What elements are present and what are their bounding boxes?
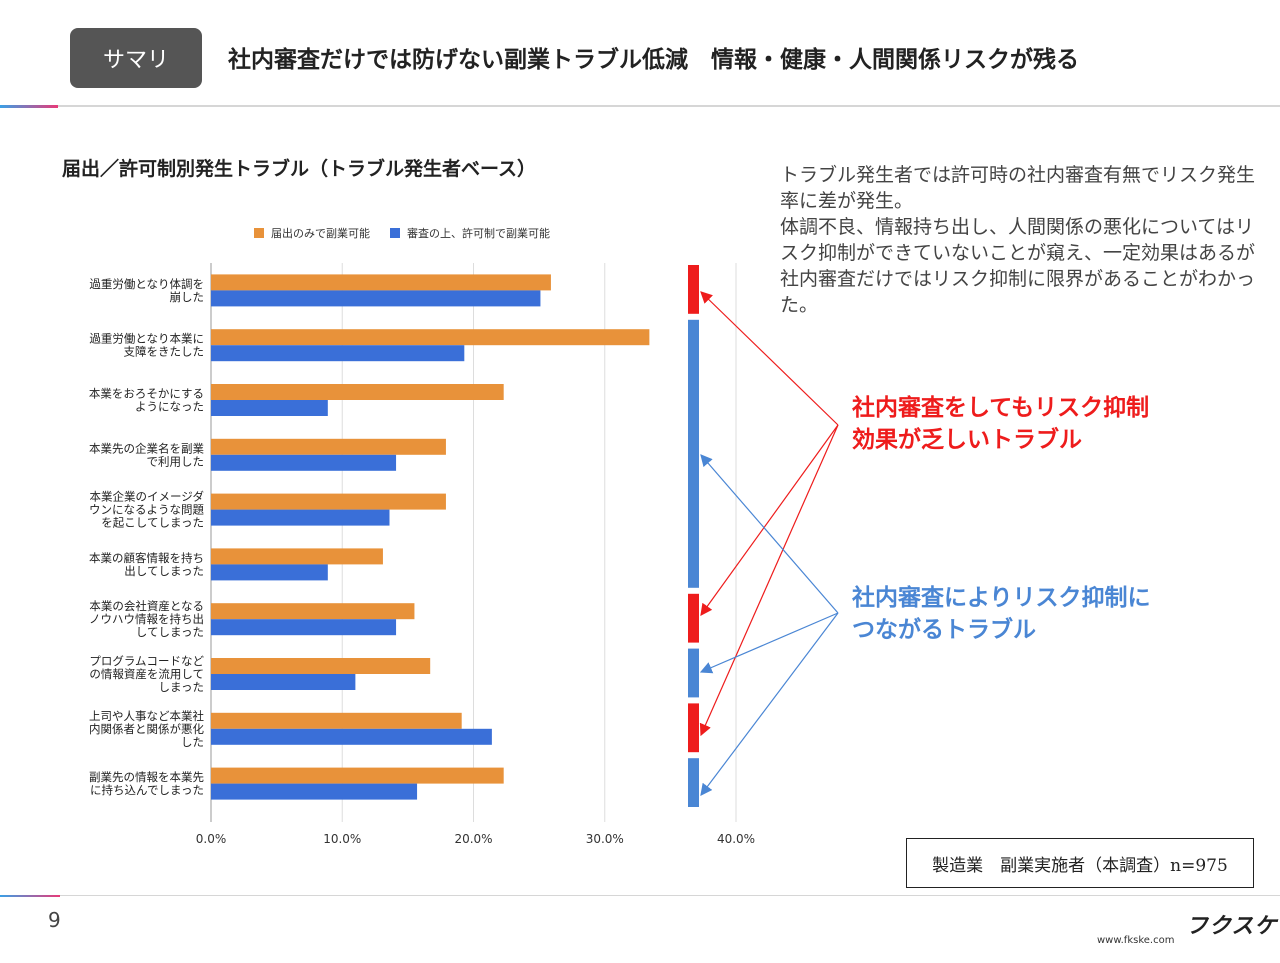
- category-label: に持ち込んでしまった: [90, 783, 204, 797]
- red-group-marker: [688, 593, 699, 643]
- bar-chart: 届出のみで副業可能 審査の上、許可制で副業可能 過重労働となり体調を崩した過重労働…: [89, 226, 755, 846]
- blue-arrows: [699, 454, 839, 796]
- brand-logo: フクスケ: [1186, 914, 1278, 939]
- category-label: 本業の会社資産となる: [89, 599, 204, 613]
- bar-series1: [211, 767, 504, 784]
- callout-red-line: 社内審査をしてもリスク抑制: [852, 394, 1150, 421]
- page-title: 社内審査だけでは防げない副業トラブル低減 情報・健康・人間関係リスクが残る: [228, 46, 1079, 73]
- chart-legend: 届出のみで副業可能 審査の上、許可制で副業可能: [254, 226, 550, 240]
- sample-size-box: 製造業 副業実施者（本調査）n=975: [906, 838, 1254, 888]
- category-label: してしまった: [136, 625, 204, 639]
- category-label: ようになった: [135, 400, 204, 414]
- blue-arrow: [700, 454, 839, 614]
- x-tick-label: 20.0%: [454, 832, 492, 846]
- red-arrow: [700, 291, 839, 426]
- chart-heading: 届出／許可制別発生トラブル（トラブル発生者ベース）: [62, 158, 537, 180]
- footer-divider: [0, 895, 1280, 896]
- bar-series1: [211, 658, 431, 674]
- bar-series2: [211, 290, 541, 307]
- legend-swatch: [390, 228, 400, 238]
- category-label: 過重労働となり本業に: [89, 332, 204, 346]
- bar-series1: [211, 603, 415, 620]
- bar-series2: [211, 564, 328, 581]
- category-label: 過重労働となり体調を: [89, 277, 204, 291]
- blue-arrow: [699, 612, 839, 674]
- bar-series2: [211, 509, 390, 526]
- x-tick-label: 10.0%: [323, 832, 361, 846]
- bar-series2: [211, 400, 328, 416]
- blue-group-marker: [688, 648, 699, 698]
- category-label: 内関係者と関係が悪化: [89, 722, 204, 736]
- callout-ineffective: 社内審査をしてもリスク抑制 効果が乏しいトラブル: [852, 392, 1149, 456]
- category-label: 本業企業のイメージダ: [89, 490, 204, 504]
- bar-series1: [211, 712, 462, 729]
- category-label: 出してしまった: [124, 564, 204, 578]
- bar-series2: [211, 728, 492, 745]
- x-tick-label: 30.0%: [586, 832, 624, 846]
- red-arrow: [700, 424, 839, 616]
- category-label: 副業先の情報を本業先: [89, 770, 204, 784]
- category-label: プログラムコードなど: [89, 654, 204, 668]
- category-label: した: [181, 735, 204, 749]
- bar-series2: [211, 454, 397, 471]
- blue-group-marker: [688, 319, 699, 588]
- bar-series1: [211, 329, 650, 346]
- category-label: ノウハウ情報を持ち出: [89, 612, 204, 626]
- bar-series2: [211, 783, 418, 800]
- page-number: 9: [48, 908, 61, 932]
- callout-blue-line: 社内審査によりリスク抑制に: [852, 584, 1151, 611]
- callout-effective: 社内審査によりリスク抑制に つながるトラブル: [852, 582, 1151, 646]
- header-divider-accent: [0, 105, 58, 108]
- callout-red-line: 効果が乏しいトラブル: [852, 426, 1082, 453]
- category-label: で利用した: [147, 454, 205, 468]
- insight-note: トラブル発生者では許可時の社内審査有無でリスク発生率に差が発生。 体調不良、情報…: [780, 162, 1260, 318]
- category-label: の情報資産を流用して: [89, 667, 204, 681]
- category-label: 本業をおろそかにする: [89, 387, 204, 401]
- category-label: ウンになるような問題: [89, 503, 204, 517]
- red-arrow: [699, 424, 839, 737]
- x-tick-label: 40.0%: [717, 832, 755, 846]
- bar-series1: [211, 274, 551, 291]
- sample-size-text: 製造業 副業実施者（本調査）n=975: [932, 855, 1228, 876]
- bar-series2: [211, 674, 356, 690]
- category-label: 本業の顧客情報を持ち: [89, 551, 204, 565]
- bar-series1: [211, 493, 446, 510]
- legend-label: 届出のみで副業可能: [271, 226, 370, 240]
- arrow-overlay: [699, 291, 839, 796]
- group-markers: [688, 265, 699, 807]
- category-label: しまった: [158, 680, 204, 694]
- legend-label: 審査の上、許可制で副業可能: [407, 226, 550, 240]
- category-label: 支障をきたした: [124, 345, 205, 359]
- blue-group-marker: [688, 758, 699, 807]
- bar-series2: [211, 619, 397, 636]
- x-tick-labels: 0.0% 10.0% 20.0% 30.0% 40.0%: [196, 832, 755, 846]
- category-label: 本業先の企業名を副業: [89, 441, 204, 455]
- site-url: www.fkske.com: [1097, 935, 1175, 946]
- header-divider: [0, 105, 1280, 107]
- category-label: 上司や人事など本業社: [89, 709, 204, 723]
- category-label: を起こしてしまった: [101, 516, 204, 530]
- callout-blue-line: つながるトラブル: [852, 616, 1036, 643]
- footer-divider-accent: [0, 895, 60, 897]
- legend-swatch: [254, 228, 264, 238]
- red-arrows: [699, 291, 839, 737]
- blue-arrow: [700, 612, 839, 796]
- x-tick-label: 0.0%: [196, 832, 227, 846]
- insight-text: トラブル発生者では許可時の社内審査有無でリスク発生率に差が発生。 体調不良、情報…: [780, 164, 1256, 316]
- bar-series1: [211, 438, 446, 455]
- bar-series2: [211, 345, 465, 362]
- red-group-marker: [688, 703, 699, 753]
- bar-series1: [211, 384, 504, 400]
- category-labels: 過重労働となり体調を崩した過重労働となり本業に支障をきたした本業をおろそかにする…: [89, 277, 205, 797]
- chart-bars: [211, 274, 650, 800]
- red-group-marker: [688, 265, 699, 314]
- summary-badge: サマリ: [70, 28, 202, 88]
- bar-series1: [211, 548, 383, 565]
- category-label: 崩した: [170, 290, 205, 304]
